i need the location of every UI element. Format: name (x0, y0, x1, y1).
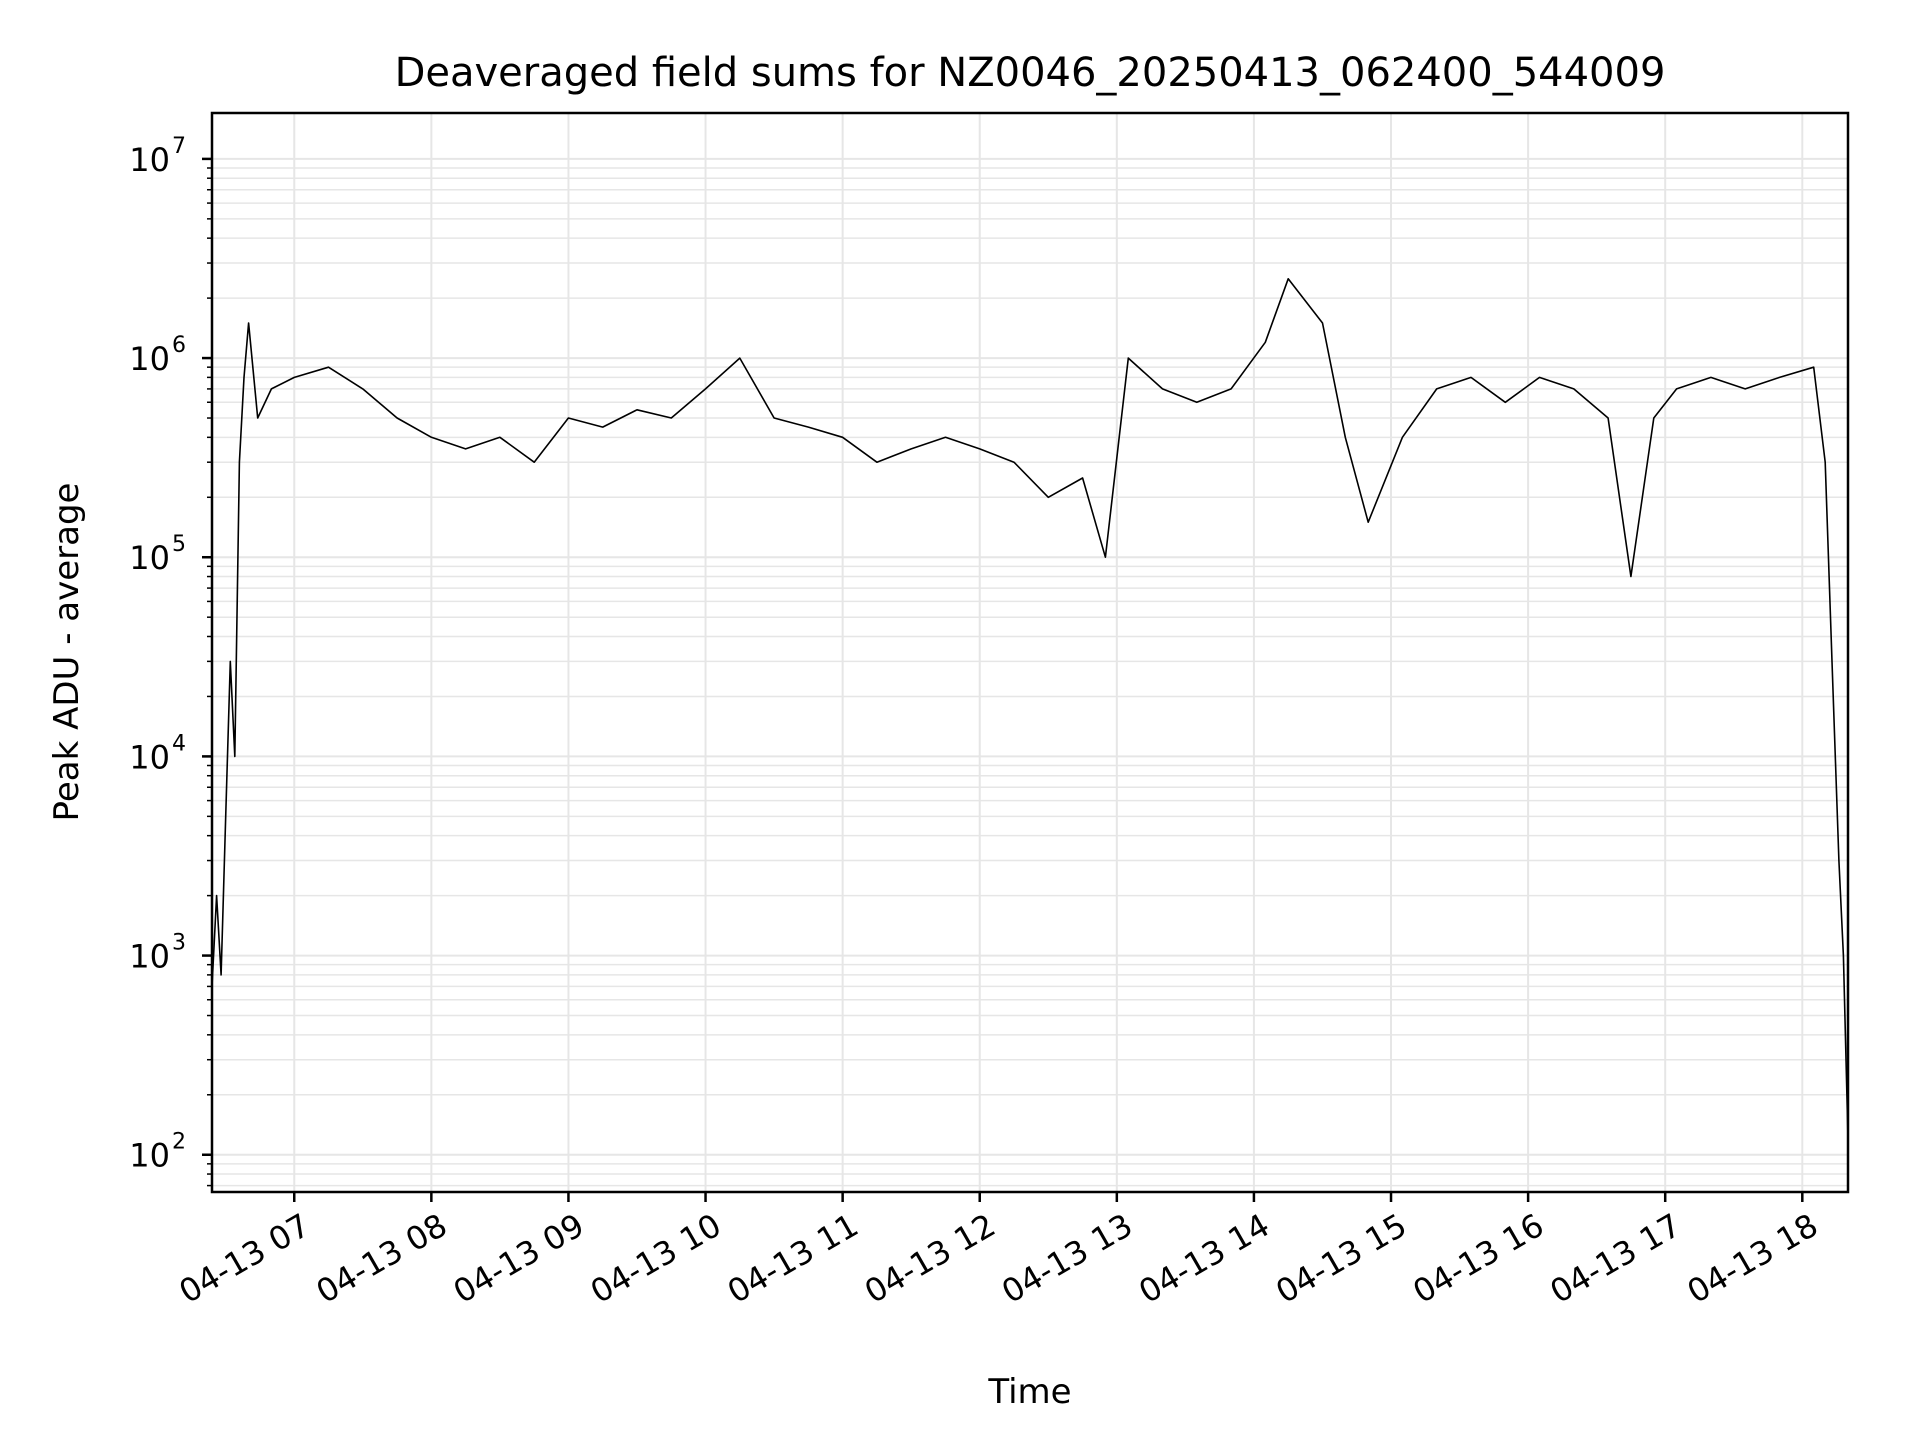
y-tick-label-base: 10 (129, 738, 170, 776)
y-tick-label: 10 7 (129, 134, 186, 179)
y-tick-label: 10 4 (129, 731, 186, 776)
chart-title: Deaveraged field sums for NZ0046_2025041… (395, 50, 1666, 96)
grid (212, 113, 1848, 1192)
y-tick-label: 10 3 (129, 931, 186, 976)
y-tick-label: 10 6 (129, 333, 186, 378)
y-tick-label-exponent: 2 (172, 1130, 186, 1155)
y-tick-label-exponent: 3 (172, 931, 186, 956)
y-axis-title: Peak ADU - average (47, 483, 87, 822)
series-line (211, 277, 1849, 1140)
y-tick-label-base: 10 (129, 141, 170, 179)
y-tick-label: 10 2 (129, 1130, 186, 1175)
plot-frame (210, 111, 1850, 1194)
x-axis-title: Time (987, 1372, 1071, 1412)
y-tick-label-base: 10 (129, 1137, 170, 1175)
y-tick-label-base: 10 (129, 539, 170, 577)
y-tick-label-base: 10 (129, 340, 170, 378)
y-tick-label: 10 5 (129, 532, 186, 577)
y-tick-label-base: 10 (129, 938, 170, 976)
y-tick-label-exponent: 6 (172, 333, 186, 358)
y-tick-label-exponent: 4 (172, 731, 186, 756)
y-tick-label-exponent: 5 (172, 532, 186, 557)
y-tick-label-exponent: 7 (172, 134, 186, 159)
series-layer (211, 277, 1849, 1140)
